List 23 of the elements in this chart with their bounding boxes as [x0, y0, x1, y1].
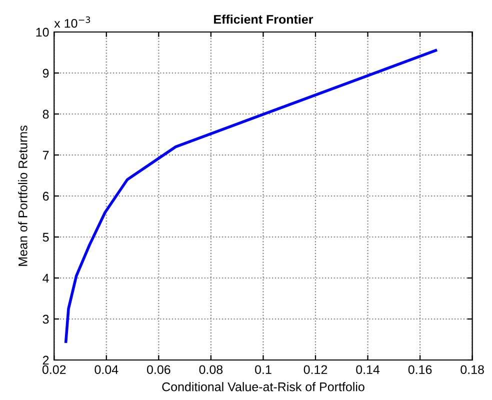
y-tick-label: 8	[42, 110, 49, 119]
x-tick-label: 0.16	[408, 365, 432, 374]
chart-title: Efficient Frontier	[214, 14, 314, 24]
y-tick-label: 7	[42, 150, 49, 160]
x-tick-label: 0.18	[460, 365, 484, 374]
x-tick-label: 0.04	[94, 365, 118, 374]
text: x 10$^{−3}$	[54, 16, 90, 28]
y-tick-label: 9	[42, 68, 49, 78]
x-tick-label: 0.14	[356, 365, 380, 374]
y-tick-label: 5	[42, 232, 49, 242]
line-series	[64, 49, 438, 343]
x-tick-label: 0.08	[199, 365, 223, 374]
y-tick-label: 3	[42, 314, 49, 324]
x-tick-label: 0.12	[304, 365, 328, 374]
y-tick-label: 2	[42, 356, 49, 365]
y-tick-label: 4	[42, 274, 49, 283]
x-tick-label: 0.06	[146, 365, 170, 374]
x-tick-label: 0.02	[42, 365, 66, 374]
y-tick-label: 6	[42, 192, 49, 201]
y-axis-title: Mean of Portfolio Returns	[18, 126, 28, 266]
y-tick-label: 10	[36, 28, 49, 37]
x-tick-label: 0.1	[255, 365, 272, 374]
x-axis-title: Conditional Value-at-Risk of Portfolio	[162, 382, 364, 392]
